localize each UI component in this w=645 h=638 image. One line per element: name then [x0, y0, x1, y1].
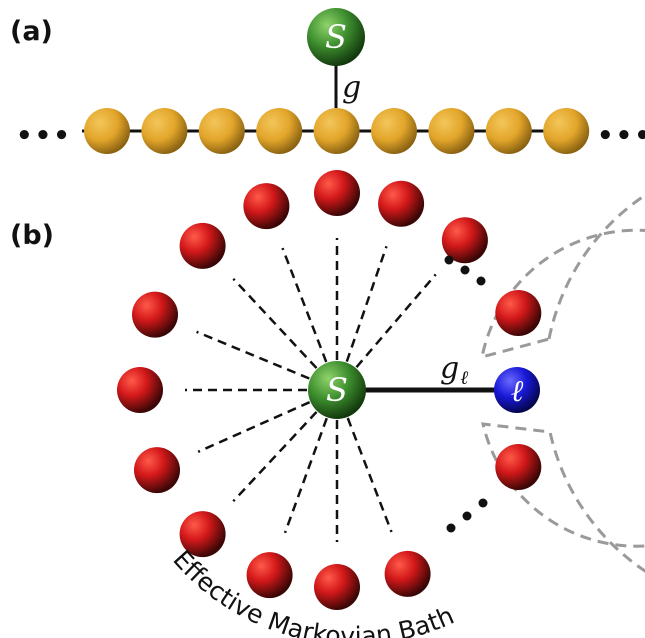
system-node-b-label: S: [326, 371, 348, 409]
chain-site: [198, 108, 245, 154]
bath-coupling-line: [196, 330, 338, 392]
chain-site: [428, 108, 475, 154]
chain-ellipsis-right: •••: [597, 121, 645, 151]
bath-coupling-line: [283, 389, 339, 534]
bath-mode: [132, 291, 178, 338]
coupling-g-label: g: [342, 70, 361, 105]
coupling-gl-subscript: ℓ: [460, 367, 468, 389]
system-node-a: [307, 8, 365, 66]
bath-coupling-line: [232, 277, 338, 391]
bath-mode: [243, 183, 290, 230]
mode-l-node: [494, 367, 540, 413]
bath-coupling-line: [281, 247, 339, 391]
chain-site: [141, 108, 188, 154]
bath-mode: [179, 222, 226, 269]
bath-mode: [314, 170, 360, 216]
bath-mode: [134, 447, 180, 494]
bath-mode: [378, 180, 425, 227]
bath-mode: [117, 367, 163, 413]
bath-ellipsis-upper: [444, 255, 486, 286]
chain-site: [84, 108, 130, 154]
bath-coupling-lines: [185, 238, 437, 542]
bath-coupling-line: [197, 388, 338, 453]
mode-l-label: ℓ: [511, 374, 524, 409]
bath-mode: [495, 444, 542, 490]
bath-coupling-line: [335, 389, 393, 533]
bath-coupling-line: [232, 389, 338, 503]
bath-mode: [495, 290, 542, 336]
chain-site: [256, 108, 303, 154]
bath-boundary: [480, 193, 645, 573]
bath-mode: [246, 552, 293, 599]
bath-mode: [314, 564, 360, 610]
chain-ellipsis-left: •••: [16, 121, 72, 151]
chain-site: [313, 108, 360, 154]
bath-ellipsis-lower: [446, 498, 488, 533]
coupling-gl-main: g: [440, 351, 459, 386]
panel-b-label: (b): [10, 220, 54, 251]
bath-mode: [179, 511, 226, 558]
bath-coupling-line: [336, 273, 437, 391]
chain-sites: [84, 108, 590, 154]
system-node-b: [308, 361, 366, 419]
coupling-gl-label: gℓ: [440, 351, 468, 389]
chain-site: [371, 108, 417, 154]
bath-coupling-line: [335, 245, 388, 391]
system-node-a-label: S: [325, 18, 347, 56]
panel-a-label: (a): [10, 16, 53, 47]
bath-mode: [384, 550, 431, 597]
chain-site: [543, 108, 590, 154]
bath-modes: [117, 170, 542, 610]
chain-site: [485, 108, 532, 154]
bath-mode: [441, 217, 488, 264]
